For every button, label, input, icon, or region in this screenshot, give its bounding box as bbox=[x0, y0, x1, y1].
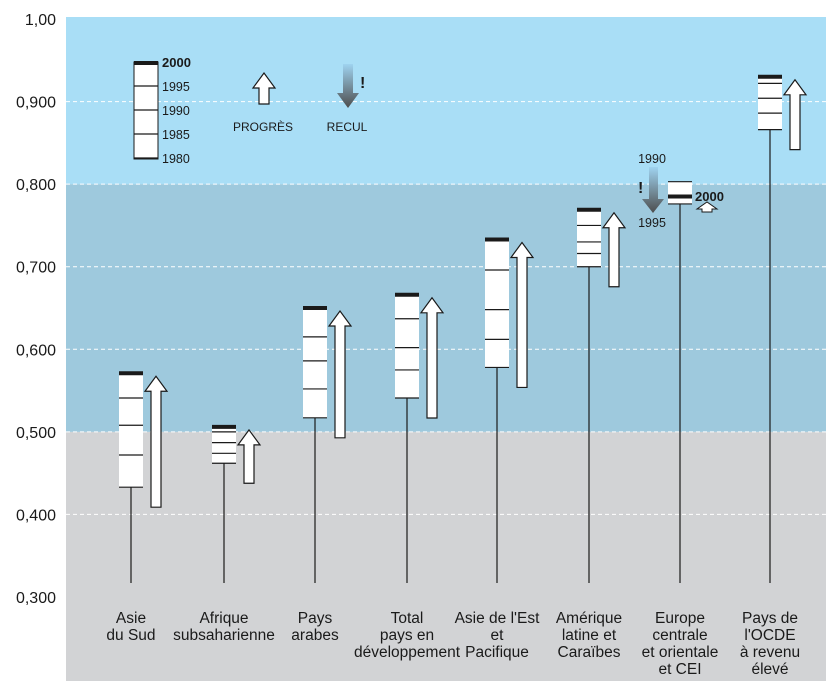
europe-decline-arrow-icon bbox=[642, 167, 664, 213]
europe-decline-mark: ! bbox=[638, 180, 643, 197]
region-bar-6 bbox=[668, 181, 692, 583]
europe-year-1995: 1995 bbox=[638, 216, 666, 230]
legend-year-1985: 1985 bbox=[162, 128, 190, 142]
x-category-label: Europe centrale et orientale et CEI bbox=[642, 610, 719, 678]
x-category-label: Total pays en développement bbox=[354, 610, 461, 661]
bar-box bbox=[119, 373, 143, 488]
europe-annotations: 1990 ! 1995 2000 bbox=[638, 152, 724, 230]
bar-box bbox=[303, 308, 327, 418]
bar-box bbox=[668, 181, 692, 204]
y-tick-label: 0,900 bbox=[16, 95, 56, 112]
europe-year-1990: 1990 bbox=[638, 152, 666, 166]
europe-small-up-arrow-icon bbox=[695, 201, 719, 213]
x-axis-labels: Asie du Sud Afrique subsaharienne Pays arabes… bbox=[106, 610, 800, 678]
x-category-label: Pays de l'OCDE à revenu élevé bbox=[740, 610, 800, 678]
bar-box bbox=[395, 294, 419, 399]
legend-decline-label: RECUL bbox=[327, 120, 368, 134]
progress-arrow-icon bbox=[782, 78, 808, 151]
region-bar-4 bbox=[485, 237, 535, 583]
progress-arrow-icon bbox=[236, 428, 262, 484]
progress-arrow-icon bbox=[327, 309, 353, 439]
legend-progress-label: PROGRÈS bbox=[233, 119, 293, 134]
europe-year-2000: 2000 bbox=[695, 189, 724, 204]
legend-year-1990: 1990 bbox=[162, 104, 190, 118]
y-tick-label: 0,800 bbox=[16, 177, 56, 194]
y-tick-label: 0,500 bbox=[16, 425, 56, 442]
band-1 bbox=[66, 184, 826, 432]
x-category-label: Amérique latine et Caraïbes bbox=[556, 610, 622, 661]
region-bar-5 bbox=[577, 207, 627, 583]
bar-box bbox=[577, 209, 601, 267]
y-tick-label: 0,300 bbox=[16, 590, 56, 607]
legend-decline-mark: ! bbox=[360, 75, 365, 92]
legend-decline-arrow-icon bbox=[337, 64, 359, 108]
x-category-label: Pays arabes bbox=[291, 610, 339, 644]
y-tick-label: 0,600 bbox=[16, 342, 56, 359]
progress-arrow-icon bbox=[419, 296, 445, 419]
bar-box bbox=[485, 239, 509, 368]
progress-arrow-icon bbox=[601, 211, 627, 288]
region-bar-0 bbox=[119, 371, 169, 583]
legend-year-1995: 1995 bbox=[162, 80, 190, 94]
legend-year-2000: 2000 bbox=[162, 55, 191, 70]
band-2 bbox=[66, 17, 826, 185]
y-tick-label: 0,400 bbox=[16, 507, 56, 524]
region-bar-1 bbox=[212, 424, 262, 583]
gridlines bbox=[66, 101, 826, 515]
region-bars bbox=[119, 74, 808, 583]
legend-progress-arrow-icon bbox=[251, 71, 277, 105]
legend-year-1980: 1980 bbox=[162, 152, 190, 166]
bar-box bbox=[758, 76, 782, 130]
region-bar-2 bbox=[303, 306, 353, 583]
y-tick-label: 0,700 bbox=[16, 260, 56, 277]
band-0 bbox=[66, 431, 826, 681]
legend: 2000 1995 1990 1985 1980 PROGRÈS ! RECUL bbox=[133, 55, 368, 166]
region-bar-3 bbox=[395, 292, 445, 583]
y-tick-label: 1,00 bbox=[25, 12, 56, 29]
y-axis: 0,300 0,400 0,500 0,600 0,700 0,800 0,900 1,00 bbox=[16, 12, 56, 607]
progress-arrow-icon bbox=[509, 241, 535, 389]
bar-box bbox=[212, 426, 236, 464]
x-category-label: Asie de l'Est et Pacifique bbox=[455, 610, 540, 661]
x-category-label: Afrique subsaharienne bbox=[173, 610, 275, 644]
x-category-label: Asie du Sud bbox=[106, 610, 155, 644]
region-bar-7 bbox=[758, 74, 808, 583]
background-bands bbox=[66, 17, 826, 681]
progress-arrow-icon bbox=[143, 375, 169, 508]
